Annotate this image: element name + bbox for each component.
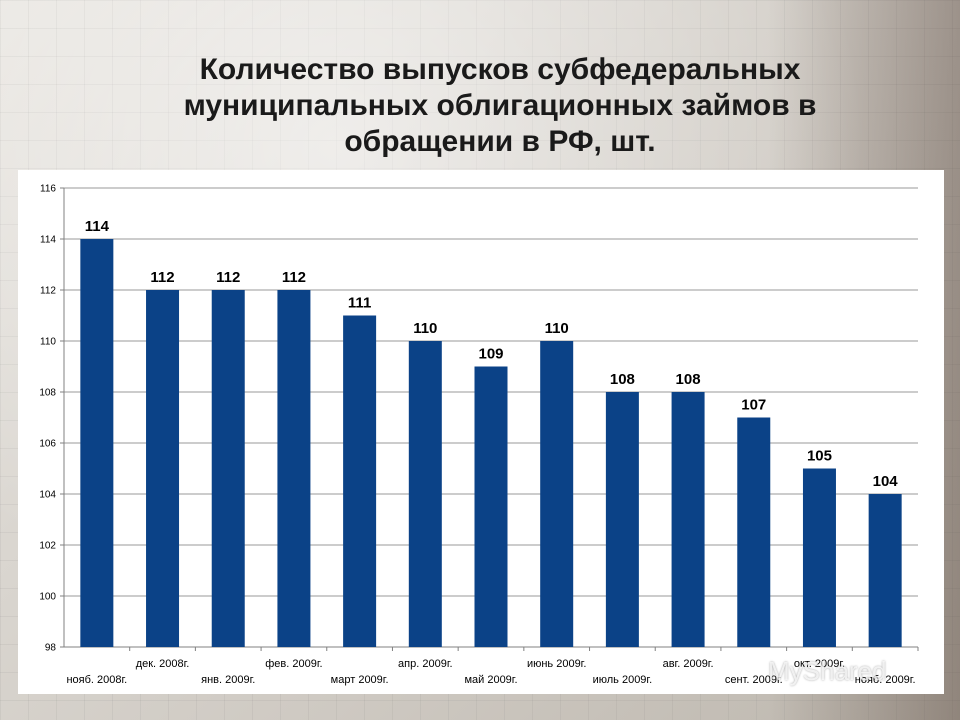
bar bbox=[540, 341, 574, 647]
bar bbox=[277, 290, 311, 647]
data-label: 109 bbox=[478, 346, 503, 363]
bar bbox=[80, 239, 114, 647]
x-tick-label: дек. 2008г. bbox=[136, 658, 190, 670]
x-tick-label: июль 2009г. bbox=[593, 674, 653, 686]
bar bbox=[343, 315, 377, 647]
y-tick-label: 98 bbox=[45, 643, 57, 654]
data-label: 107 bbox=[741, 397, 766, 414]
x-tick-label: янв. 2009г. bbox=[201, 674, 255, 686]
x-tick-label: июнь 2009г. bbox=[527, 658, 586, 670]
bar bbox=[671, 392, 705, 647]
x-tick-label: авг. 2009г. bbox=[663, 658, 714, 670]
y-tick-label: 106 bbox=[39, 439, 56, 450]
chart-panel: 98 100 102 104 106 108 110 112 114 116 114 нояб. 20… bbox=[18, 170, 944, 694]
x-tick-label: сент. 2009г. bbox=[725, 674, 783, 686]
data-label: 105 bbox=[807, 448, 832, 465]
bar bbox=[474, 366, 508, 647]
x-tick-label: окт. 2009г. bbox=[794, 658, 845, 670]
x-tick-label: май 2009г. bbox=[464, 674, 517, 686]
watermark-text: MyShared bbox=[768, 656, 887, 686]
data-label: 112 bbox=[216, 269, 240, 286]
data-label: 112 bbox=[282, 269, 306, 286]
bar bbox=[737, 417, 771, 647]
bar bbox=[211, 290, 245, 647]
y-tick-label: 112 bbox=[40, 286, 56, 297]
data-label: 104 bbox=[873, 473, 899, 490]
data-label: 112 bbox=[150, 269, 174, 286]
y-tick-label: 116 bbox=[40, 184, 56, 195]
data-label: 110 bbox=[413, 320, 437, 337]
bar bbox=[605, 392, 639, 647]
y-tick-label: 102 bbox=[39, 541, 56, 552]
x-tick-label: март 2009г. bbox=[331, 674, 389, 686]
slide-title: Количество выпусков субфедеральных муниц… bbox=[183, 53, 817, 158]
x-tick-label: фев. 2009г. bbox=[265, 658, 322, 670]
y-tick-label: 110 bbox=[40, 337, 56, 348]
bar bbox=[868, 494, 902, 647]
data-label: 108 bbox=[676, 371, 701, 388]
x-tick-label: нояб. 2009г. bbox=[855, 674, 916, 686]
y-tick-label: 104 bbox=[39, 490, 56, 501]
data-label: 110 bbox=[545, 320, 569, 337]
y-tick-label: 108 bbox=[39, 388, 56, 399]
y-tick-label: 100 bbox=[39, 592, 56, 603]
x-tick-label: нояб. 2008г. bbox=[66, 674, 127, 686]
x-tick-label: апр. 2009г. bbox=[398, 658, 453, 670]
data-label: 111 bbox=[348, 295, 371, 312]
bar bbox=[408, 341, 442, 647]
data-label: 114 bbox=[85, 218, 110, 235]
bar bbox=[146, 290, 180, 647]
y-tick-label: 114 bbox=[40, 235, 56, 246]
bar bbox=[802, 468, 836, 647]
data-label: 108 bbox=[610, 371, 635, 388]
bar-chart: 98 100 102 104 106 108 110 112 114 116 114 нояб. 20… bbox=[39, 184, 919, 686]
